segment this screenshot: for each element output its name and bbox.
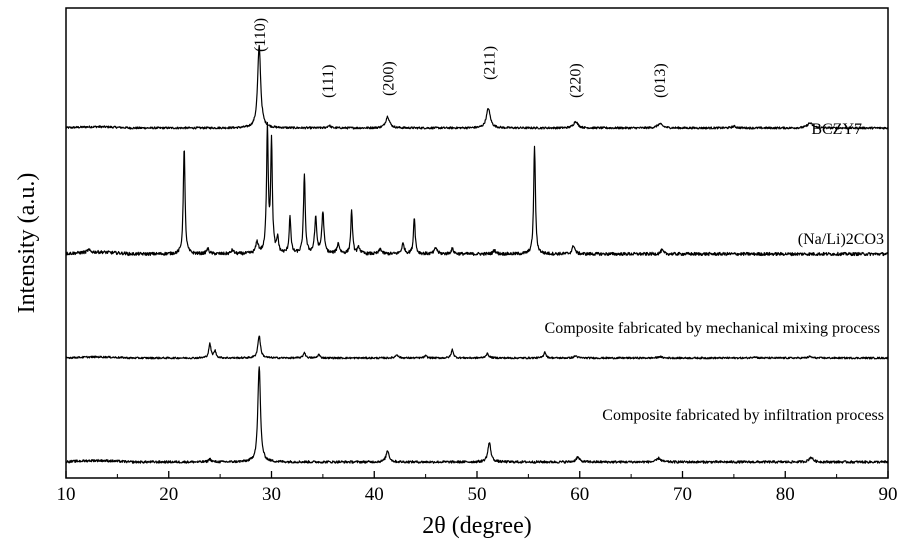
x-tick-label: 30: [262, 484, 281, 505]
x-tick-label: 10: [57, 484, 76, 505]
series-name-label: (Na/Li)2CO3: [798, 231, 884, 248]
series-line: [65, 121, 889, 257]
peak-index-label: (110): [252, 18, 269, 52]
x-tick-label: 40: [365, 484, 384, 505]
series-traces: [65, 44, 889, 464]
series-name-label: Composite fabricated by infiltration pro…: [602, 407, 884, 424]
x-axis-label: 2θ (degree): [422, 513, 531, 539]
peak-labels: (110) (111) (200) (211) (220) (013): [252, 18, 669, 98]
x-axis-ticks: 10 20 30 40 50 60 70 80 90: [57, 471, 898, 505]
x-tick-label: 60: [570, 484, 589, 505]
y-axis-label: Intensity (a.u.): [14, 173, 40, 314]
peak-index-label: (211): [481, 46, 498, 80]
x-tick-label: 80: [776, 484, 795, 505]
peak-index-label: (220): [568, 63, 585, 98]
x-tick-label: 90: [879, 484, 898, 505]
x-tick-label: 50: [468, 484, 487, 505]
peak-index-label: (200): [381, 61, 398, 96]
x-tick-label: 20: [159, 484, 178, 505]
series-name-label: Composite fabricated by mechanical mixin…: [545, 320, 880, 337]
series-labels: BCZY7 (Na/Li)2CO3 Composite fabricated by …: [545, 121, 884, 424]
peak-index-label: (013): [652, 63, 669, 98]
series-line: [65, 366, 889, 464]
series-name-label: BCZY7: [811, 121, 862, 138]
series-line: [65, 44, 889, 130]
series-line: [65, 335, 889, 360]
peak-index-label: (111): [320, 65, 337, 98]
x-tick-label: 70: [673, 484, 692, 505]
